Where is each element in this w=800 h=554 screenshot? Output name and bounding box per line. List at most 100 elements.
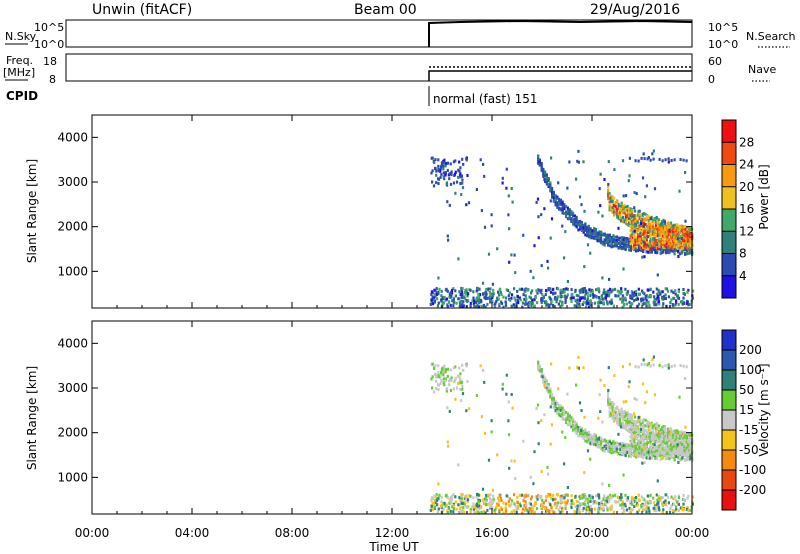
data-cell bbox=[580, 288, 584, 291]
data-cell bbox=[581, 303, 584, 306]
data-cell bbox=[628, 223, 631, 227]
data-cell bbox=[645, 250, 648, 254]
data-cell bbox=[565, 212, 568, 216]
data-cell bbox=[622, 424, 625, 427]
data-cell bbox=[614, 418, 617, 422]
data-cell bbox=[665, 510, 668, 514]
data-cell bbox=[434, 495, 437, 498]
data-cell bbox=[685, 440, 688, 444]
data-cell bbox=[464, 292, 467, 296]
data-cell bbox=[472, 290, 475, 294]
data-cell bbox=[683, 301, 686, 305]
data-cell bbox=[674, 445, 677, 449]
data-cell bbox=[622, 245, 625, 249]
data-cell bbox=[610, 245, 613, 249]
data-cell bbox=[633, 448, 636, 452]
data-cell bbox=[627, 385, 630, 389]
data-cell bbox=[617, 226, 620, 230]
data-cell bbox=[485, 493, 488, 497]
data-cell bbox=[671, 455, 674, 459]
data-cell bbox=[685, 446, 688, 450]
data-cell bbox=[685, 449, 688, 453]
data-cell bbox=[667, 229, 670, 233]
data-cell bbox=[647, 300, 650, 304]
data-cell bbox=[437, 276, 440, 280]
data-cell bbox=[434, 294, 437, 298]
data-cell bbox=[600, 500, 603, 504]
data-cell bbox=[689, 454, 692, 458]
data-cell bbox=[443, 158, 446, 162]
data-cell bbox=[646, 288, 649, 292]
data-cell bbox=[663, 436, 666, 440]
data-cell bbox=[597, 510, 600, 514]
data-cell bbox=[637, 365, 640, 369]
data-cell bbox=[619, 207, 622, 210]
data-cell bbox=[638, 442, 641, 446]
data-cell bbox=[465, 288, 468, 292]
data-cell bbox=[657, 453, 660, 456]
data-cell bbox=[661, 365, 664, 369]
data-cell bbox=[635, 455, 638, 459]
data-cell bbox=[653, 217, 656, 221]
data-cell bbox=[651, 152, 654, 156]
data-cell bbox=[617, 215, 620, 219]
data-cell bbox=[641, 424, 644, 428]
data-cell bbox=[629, 500, 632, 504]
data-cell bbox=[568, 419, 571, 423]
data-cell bbox=[536, 197, 540, 201]
data-cell bbox=[670, 451, 673, 455]
data-cell bbox=[677, 452, 680, 456]
data-cell bbox=[594, 232, 597, 236]
data-cell bbox=[582, 223, 585, 227]
data-cell bbox=[598, 290, 601, 294]
data-cell bbox=[674, 228, 677, 232]
data-cell bbox=[615, 441, 618, 445]
data-cell bbox=[676, 226, 679, 230]
data-cell bbox=[526, 302, 529, 306]
data-cell bbox=[635, 239, 638, 243]
data-cell bbox=[675, 446, 678, 450]
data-cell bbox=[657, 288, 660, 292]
data-cell bbox=[620, 493, 623, 497]
data-cell bbox=[624, 449, 627, 453]
data-cell bbox=[658, 233, 661, 237]
data-cell bbox=[636, 510, 639, 514]
data-cell bbox=[530, 508, 533, 512]
data-cell bbox=[540, 368, 543, 371]
data-cell bbox=[680, 438, 683, 442]
data-cell bbox=[461, 305, 464, 309]
data-cell bbox=[603, 288, 606, 292]
data-cell bbox=[561, 497, 564, 501]
data-cell bbox=[641, 382, 645, 386]
data-cell bbox=[461, 303, 464, 306]
data-cell bbox=[670, 455, 673, 459]
data-cell bbox=[433, 161, 436, 164]
data-cell bbox=[592, 295, 595, 299]
data-cell bbox=[491, 296, 494, 300]
data-cell bbox=[538, 160, 541, 164]
data-cell bbox=[659, 498, 662, 502]
data-cell bbox=[582, 296, 585, 300]
data-cell bbox=[603, 447, 606, 451]
data-cell bbox=[466, 299, 469, 303]
data-cell bbox=[670, 438, 673, 442]
data-cell bbox=[623, 302, 626, 306]
data-cell bbox=[460, 299, 463, 303]
data-cell bbox=[663, 244, 666, 248]
data-cell bbox=[498, 288, 501, 292]
data-cell bbox=[589, 435, 592, 439]
data-cell bbox=[682, 364, 685, 368]
data-cell bbox=[633, 244, 636, 248]
data-cell bbox=[668, 430, 671, 434]
data-cell bbox=[580, 221, 583, 224]
data-cell bbox=[674, 498, 677, 502]
data-cell bbox=[626, 415, 629, 419]
data-cell bbox=[575, 383, 578, 387]
data-cell bbox=[502, 501, 505, 505]
data-cell bbox=[616, 416, 619, 420]
data-cell bbox=[486, 502, 489, 506]
data-cell bbox=[687, 446, 690, 450]
data-cell bbox=[577, 219, 580, 223]
data-cell bbox=[554, 291, 557, 295]
data-cell bbox=[438, 493, 441, 497]
